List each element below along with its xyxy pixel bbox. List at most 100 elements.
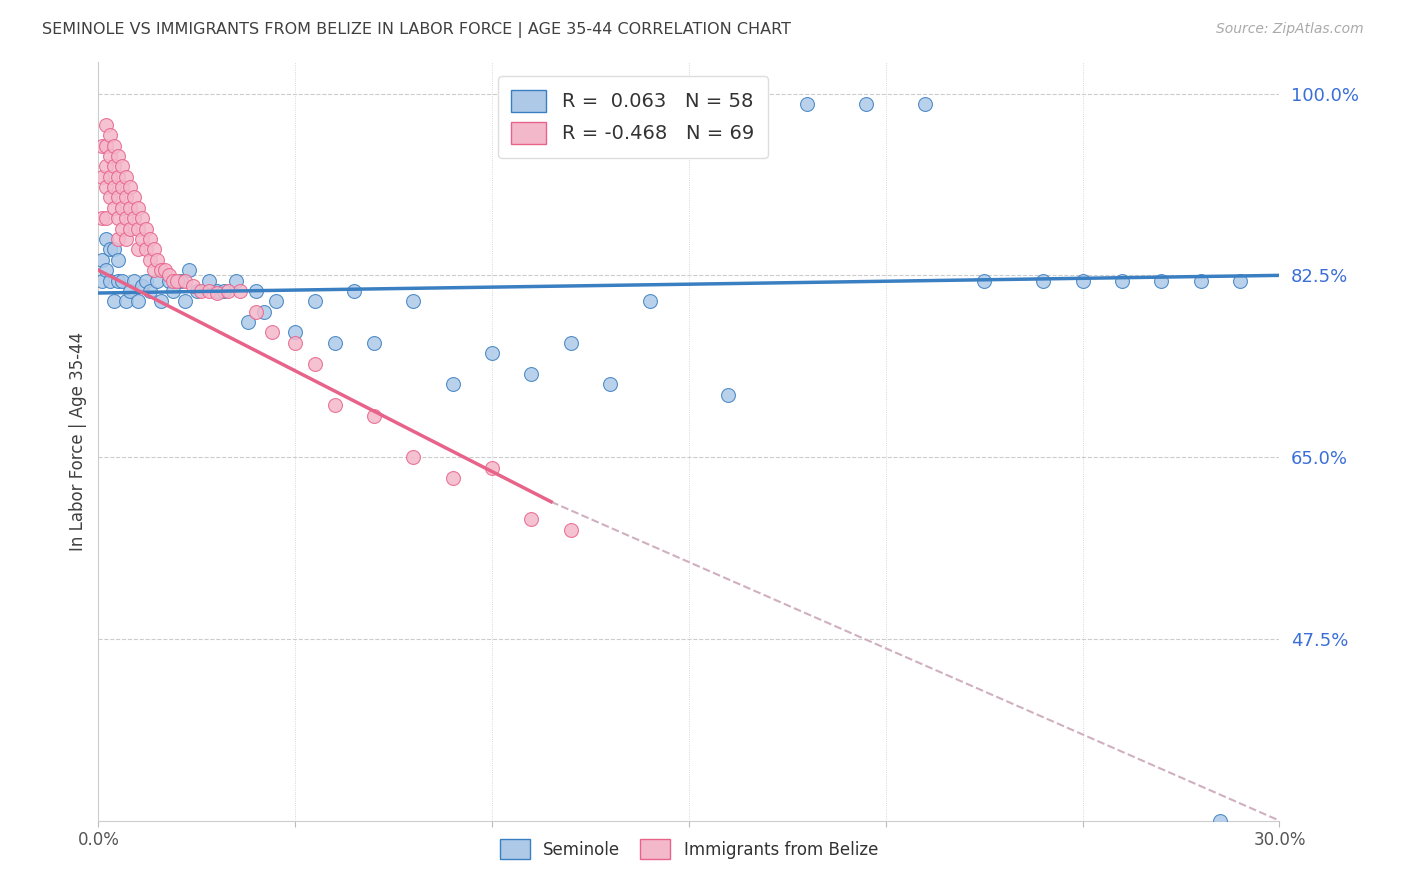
Point: [111, 201, 134, 215]
Point: [304, 357, 326, 371]
Point: [217, 284, 239, 298]
Point: [91, 138, 114, 153]
Point: [127, 294, 149, 309]
Point: [103, 180, 125, 194]
Point: [115, 190, 138, 204]
Point: [107, 232, 129, 246]
Point: [560, 523, 582, 537]
Point: [138, 284, 160, 298]
Point: [107, 274, 129, 288]
Point: [441, 471, 464, 485]
Point: [98, 169, 121, 184]
Point: [118, 284, 141, 298]
Point: [103, 159, 125, 173]
Point: [142, 263, 165, 277]
Point: [181, 278, 204, 293]
Point: [131, 211, 153, 226]
Point: [174, 294, 197, 309]
Point: [131, 232, 153, 246]
Point: [115, 211, 138, 226]
Point: [1150, 274, 1173, 288]
Point: [245, 304, 267, 318]
Point: [638, 294, 661, 309]
Point: [103, 201, 125, 215]
Point: [107, 190, 129, 204]
Point: [155, 263, 177, 277]
Point: [245, 284, 267, 298]
Point: [402, 450, 425, 464]
Point: [560, 335, 582, 350]
Point: [115, 294, 138, 309]
Point: [186, 284, 208, 298]
Point: [122, 274, 145, 288]
Point: [111, 159, 134, 173]
Point: [253, 304, 276, 318]
Point: [914, 97, 936, 112]
Point: [115, 232, 138, 246]
Point: [796, 97, 818, 112]
Point: [96, 211, 118, 226]
Point: [135, 243, 157, 257]
Point: [481, 460, 503, 475]
Point: [127, 201, 149, 215]
Point: [115, 169, 138, 184]
Point: [91, 211, 114, 226]
Point: [127, 221, 149, 235]
Point: [284, 335, 307, 350]
Point: [138, 232, 160, 246]
Point: [520, 367, 543, 381]
Point: [1229, 274, 1251, 288]
Point: [599, 377, 621, 392]
Point: [520, 512, 543, 526]
Point: [225, 274, 247, 288]
Point: [103, 138, 125, 153]
Point: [91, 169, 114, 184]
Point: [343, 284, 366, 298]
Point: [96, 159, 118, 173]
Point: [98, 243, 121, 257]
Point: [91, 274, 114, 288]
Point: [363, 409, 385, 423]
Point: [111, 274, 134, 288]
Point: [107, 149, 129, 163]
Point: [260, 326, 283, 340]
Point: [107, 211, 129, 226]
Point: [150, 294, 173, 309]
Point: [170, 274, 193, 288]
Point: [214, 284, 236, 298]
Point: [135, 274, 157, 288]
Point: [98, 274, 121, 288]
Point: [138, 252, 160, 267]
Point: [96, 118, 118, 132]
Point: [142, 243, 165, 257]
Point: [96, 232, 118, 246]
Legend: Seminole, Immigrants from Belize: Seminole, Immigrants from Belize: [494, 833, 884, 865]
Point: [236, 315, 259, 329]
Point: [122, 211, 145, 226]
Point: [157, 268, 180, 283]
Point: [717, 388, 740, 402]
Point: [103, 294, 125, 309]
Point: [177, 263, 200, 277]
Point: [162, 284, 184, 298]
Point: [107, 252, 129, 267]
Point: [973, 274, 995, 288]
Point: [1032, 274, 1054, 288]
Point: [162, 274, 184, 288]
Point: [98, 149, 121, 163]
Point: [441, 377, 464, 392]
Point: [190, 284, 212, 298]
Point: [118, 180, 141, 194]
Point: [98, 190, 121, 204]
Point: [146, 252, 169, 267]
Point: [150, 263, 173, 277]
Point: [118, 221, 141, 235]
Point: [205, 285, 228, 300]
Point: [91, 252, 114, 267]
Point: [166, 274, 188, 288]
Point: [103, 243, 125, 257]
Point: [1111, 274, 1133, 288]
Point: [1209, 814, 1232, 828]
Point: [1071, 274, 1094, 288]
Point: [122, 190, 145, 204]
